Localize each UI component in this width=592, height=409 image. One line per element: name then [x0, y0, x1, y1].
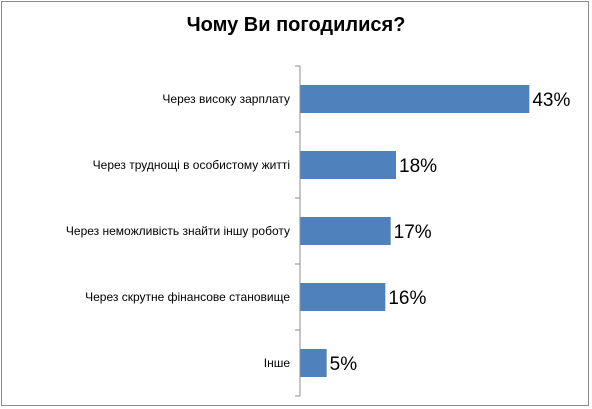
- category-label: Через високу зарплату: [162, 92, 290, 106]
- bar: [300, 85, 530, 113]
- chart-title: Чому Ви погодилися?: [186, 14, 406, 36]
- data-label: 43%: [532, 90, 570, 111]
- data-label: 18%: [399, 156, 437, 177]
- category-label: Через труднощі в особистому житті: [93, 158, 290, 172]
- data-label: 5%: [330, 354, 358, 375]
- category-label: Інше: [264, 356, 291, 370]
- data-label: 17%: [394, 222, 432, 243]
- data-label: 16%: [388, 288, 426, 309]
- category-label: Через неможливість знайти іншу роботу: [66, 224, 290, 238]
- bar: [300, 151, 396, 179]
- category-label: Через скрутне фінансове становище: [85, 290, 290, 304]
- bar: [300, 283, 386, 311]
- bar: [300, 217, 391, 245]
- bar: [300, 349, 327, 377]
